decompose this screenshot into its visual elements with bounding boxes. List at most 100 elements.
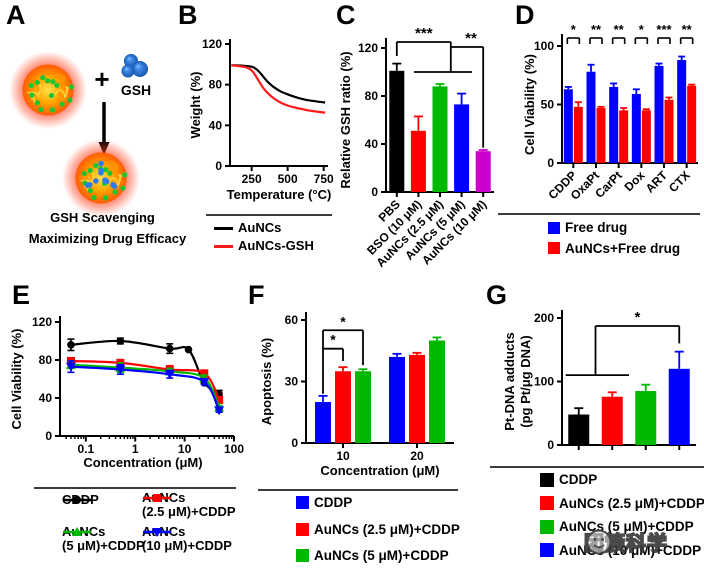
panel-f-label: F	[248, 280, 265, 310]
gsh-label: GSH	[121, 82, 151, 98]
plus-sign: +	[94, 64, 109, 94]
svg-text:**: **	[465, 30, 477, 47]
legend-swatch	[296, 522, 309, 536]
panel-a-label: A	[6, 0, 26, 30]
legend-swatch	[540, 519, 554, 534]
panel-g-legend: CDDP AuNCs (2.5 μM)+CDDP AuNCs (5 μM)+CDDP…	[540, 472, 704, 566]
nanocluster-icon	[9, 51, 87, 129]
panel-a-caption-2: Maximizing Drug Efficacy	[28, 231, 187, 246]
legend-item: AuNCs+Free drug	[548, 241, 680, 257]
svg-text:100: 100	[534, 39, 554, 53]
legend-item: Free drug	[548, 220, 680, 236]
legend-item: AuNCs (5 μM)+CDDP	[540, 519, 704, 535]
svg-text:40: 40	[39, 391, 53, 405]
svg-text:120: 120	[358, 41, 378, 55]
legend-label: AuNCs (2.5 μM)+CDDP	[314, 521, 460, 537]
svg-text:Cell Viability (%): Cell Viability (%)	[9, 329, 24, 430]
svg-text:10: 10	[336, 449, 350, 463]
panel-g-label: G	[486, 280, 508, 310]
watermark: 团簇科学	[583, 527, 668, 556]
watermark-text: 团簇科学	[583, 532, 668, 556]
legend-label: AuNCs+Free drug	[565, 240, 681, 256]
svg-text:*: *	[639, 22, 645, 37]
legend-label: AuNCs	[238, 220, 282, 235]
legend-item: AuNCs (5 μM)+CDDP	[296, 548, 460, 564]
nanocluster-gsh-icon	[62, 139, 140, 217]
svg-text:60: 60	[285, 313, 299, 327]
svg-text:50: 50	[541, 98, 555, 112]
svg-text:Weight (%): Weight (%)	[188, 72, 203, 139]
legend-label: AuNCs (5 μM)+CDDP	[559, 519, 694, 535]
svg-text:40: 40	[209, 118, 223, 132]
svg-text:(pg Pt/μg DNA): (pg Pt/μg DNA)	[518, 335, 533, 427]
svg-text:0: 0	[215, 159, 222, 173]
legend-swatch	[548, 242, 560, 255]
panel-c-label: C	[336, 0, 356, 30]
svg-text:1: 1	[132, 442, 139, 456]
svg-text:*: *	[571, 22, 577, 37]
legend-swatch	[548, 221, 560, 234]
svg-text:80: 80	[365, 89, 379, 103]
legend-label-line2: (10 μM)+CDDP	[142, 538, 232, 553]
svg-text:**: **	[591, 22, 602, 37]
svg-text:100: 100	[534, 375, 554, 389]
svg-text:*: *	[330, 332, 336, 348]
svg-text:500: 500	[278, 172, 298, 186]
svg-text:CarPt: CarPt	[592, 168, 625, 201]
panel-e-label: E	[12, 280, 31, 310]
panel-a-caption-1: GSH Scavenging	[50, 210, 155, 225]
svg-text:20: 20	[410, 449, 424, 463]
panel-e-chart: 0 40 80 120 0.1 1 10 100 Concentration (μM) Cell …	[9, 315, 244, 470]
legend-label-line2: (2.5 μM)+CDDP	[142, 504, 236, 519]
legend-item: AuNCs (10 μM)+CDDP	[142, 524, 232, 553]
legend-swatch	[214, 244, 233, 248]
svg-text:*: *	[634, 309, 640, 326]
svg-text:0: 0	[371, 185, 378, 199]
svg-text:100: 100	[224, 442, 244, 456]
svg-text:80: 80	[39, 353, 53, 367]
svg-text:Pt-DNA adducts: Pt-DNA adducts	[502, 332, 517, 430]
panel-e-legend-divider	[34, 487, 236, 489]
legend-label: AuNCs (10 μM)+CDDP	[559, 542, 702, 558]
legend-swatch	[214, 226, 233, 230]
legend-item: CDDP	[296, 495, 460, 511]
legend-item: AuNCs	[214, 220, 314, 236]
svg-text:0.1: 0.1	[77, 442, 94, 456]
legend-swatch	[540, 543, 554, 558]
svg-text:0: 0	[547, 156, 554, 170]
panel-d-label: D	[515, 0, 535, 30]
svg-text:120: 120	[32, 315, 52, 329]
legend-item: AuNCs (10 μM)+CDDP	[540, 543, 704, 559]
panel-f-legend: CDDP AuNCs (2.5 μM)+CDDP AuNCs (5 μM)+CDDP	[296, 495, 460, 575]
legend-item: AuNCs (5 μM)+CDDP	[62, 524, 145, 553]
svg-text:40: 40	[365, 137, 379, 151]
legend-label: Free drug	[565, 220, 628, 235]
legend-marker-icon	[143, 493, 171, 502]
svg-text:Cell Viability (%): Cell Viability (%)	[522, 54, 537, 155]
svg-text:Concentration (μM): Concentration (μM)	[83, 455, 202, 470]
svg-text:**: **	[682, 22, 693, 37]
legend-item: AuNCs-GSH	[214, 237, 314, 254]
svg-text:***: ***	[656, 22, 672, 37]
panel-d-chart: 050100CDDP*OxaPt**CarPt**Dox*ART***CTX**…	[522, 22, 698, 203]
legend-label: AuNCs (2.5 μM)+CDDP	[559, 495, 704, 511]
legend-item: CDDP	[540, 472, 704, 488]
legend-label-line2: (5 μM)+CDDP	[62, 538, 145, 553]
legend-item: AuNCs (2.5 μM)+CDDP	[142, 490, 236, 519]
legend-label: CDDP	[314, 495, 353, 510]
svg-text:0: 0	[45, 429, 52, 443]
svg-text:Apoptosis (%): Apoptosis (%)	[259, 338, 274, 425]
legend-label: CDDP	[559, 472, 598, 487]
svg-text:200: 200	[534, 311, 554, 325]
svg-text:250: 250	[242, 172, 262, 186]
legend-swatch	[540, 496, 554, 511]
panel-a-schematic: + GSH	[9, 51, 151, 217]
legend-label: AuNCs (5 μM)+CDDP	[314, 548, 449, 564]
svg-text:**: **	[614, 22, 625, 37]
panel-d-legend: Free drug AuNCs+Free drug	[548, 220, 680, 261]
legend-marker-icon	[63, 495, 91, 504]
legend-label: AuNCs-GSH	[238, 237, 314, 253]
svg-text:CTX: CTX	[666, 168, 693, 195]
